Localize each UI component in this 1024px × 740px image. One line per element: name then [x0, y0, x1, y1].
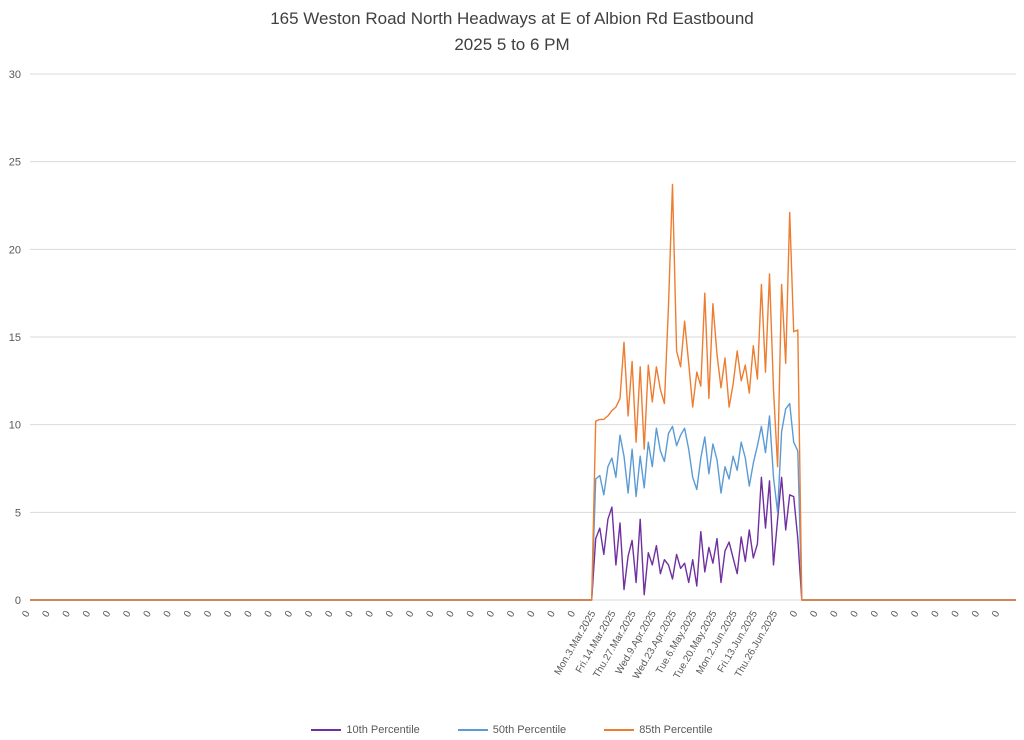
- series-line-50th-percentile: [30, 402, 1016, 601]
- x-axis-tick-label-zero: 0: [344, 609, 357, 620]
- legend-line-swatch-50th-percentile: [457, 729, 488, 731]
- x-axis-tick-label-zero: 0: [384, 609, 397, 620]
- x-axis-tick-label-zero: 0: [525, 609, 538, 620]
- x-axis-tick-label-zero: 0: [485, 609, 498, 620]
- x-axis-tick-label-zero: 0: [990, 609, 1003, 620]
- x-axis-tick-label-zero: 0: [182, 609, 195, 620]
- y-axis-tick-label: 20: [9, 244, 21, 256]
- legend-line-swatch-85th-percentile: [604, 729, 635, 731]
- x-axis-tick-label-zero: 0: [930, 609, 943, 620]
- x-axis-tick-label-zero: 0: [869, 609, 882, 620]
- x-axis-tick-label-zero: 0: [424, 609, 437, 620]
- x-axis-tick-label-zero: 0: [61, 609, 74, 620]
- y-axis-tick-label: 15: [9, 332, 21, 344]
- x-axis-tick-label-zero: 0: [162, 609, 175, 620]
- legend-item-50th-percentile: 50th Percentile: [457, 724, 567, 736]
- x-axis-tick-label-zero: 0: [323, 609, 336, 620]
- y-axis-tick-label: 30: [9, 69, 21, 81]
- x-axis-tick-label-zero: 0: [20, 609, 33, 620]
- y-axis-tick-label: 25: [9, 157, 21, 169]
- x-axis-tick-label-zero: 0: [950, 609, 963, 620]
- x-axis-tick-label-zero: 0: [202, 609, 215, 620]
- x-axis-tick-label-zero: 0: [40, 609, 53, 620]
- series-line-85th-percentile: [30, 183, 1016, 601]
- x-axis-tick-label-zero: 0: [808, 609, 821, 620]
- x-axis-tick-label-zero: 0: [222, 609, 235, 620]
- x-axis-tick-label-zero: 0: [828, 609, 841, 620]
- x-axis-tick-label-zero: 0: [364, 609, 377, 620]
- x-axis-tick-label-zero: 0: [243, 609, 256, 620]
- legend-line-swatch-10th-percentile: [311, 729, 342, 731]
- chart-title: 165 Weston Road North Headways at E of A…: [0, 6, 1024, 58]
- legend-item-10th-percentile: 10th Percentile: [311, 724, 420, 736]
- legend-label-50th-percentile: 50th Percentile: [492, 724, 567, 736]
- x-axis-tick-label-zero: 0: [505, 609, 518, 620]
- legend-label-85th-percentile: 85th Percentile: [639, 724, 713, 736]
- x-axis-tick-label-zero: 0: [970, 609, 983, 620]
- y-axis-tick-label: 0: [15, 595, 21, 607]
- legend-label-10th-percentile: 10th Percentile: [346, 724, 420, 736]
- x-axis-tick-label-zero: 0: [889, 609, 902, 620]
- x-axis-tick-label-zero: 0: [121, 609, 134, 620]
- x-axis-tick-label-zero: 0: [263, 609, 276, 620]
- x-axis-tick-label-zero: 0: [283, 609, 296, 620]
- x-axis-tick-label-zero: 0: [465, 609, 478, 620]
- y-axis-tick-label: 10: [9, 420, 21, 432]
- x-axis-tick-label-zero: 0: [546, 609, 559, 620]
- x-axis-tick-label-zero: 0: [445, 609, 458, 620]
- chart-title-line2: 2025 5 to 6 PM: [454, 35, 570, 54]
- x-axis-tick-label-zero: 0: [142, 609, 155, 620]
- x-axis-tick-label-zero: 0: [101, 609, 114, 620]
- x-axis-tick-label-zero: 0: [81, 609, 94, 620]
- x-axis-tick-label-zero: 0: [303, 609, 316, 620]
- x-axis-tick-label-zero: 0: [566, 609, 579, 620]
- series-line-10th-percentile: [30, 476, 1016, 601]
- chart-legend: 10th Percentile 50th Percentile 85th Per…: [0, 724, 1024, 736]
- chart-title-line1: 165 Weston Road North Headways at E of A…: [270, 9, 754, 28]
- x-axis-tick-label-zero: 0: [404, 609, 417, 620]
- x-axis-tick-label-zero: 0: [788, 609, 801, 620]
- legend-item-85th-percentile: 85th Percentile: [604, 724, 713, 736]
- y-axis-tick-label: 5: [15, 507, 21, 519]
- x-axis-tick-label-zero: 0: [849, 609, 862, 620]
- x-axis-tick-label-zero: 0: [909, 609, 922, 620]
